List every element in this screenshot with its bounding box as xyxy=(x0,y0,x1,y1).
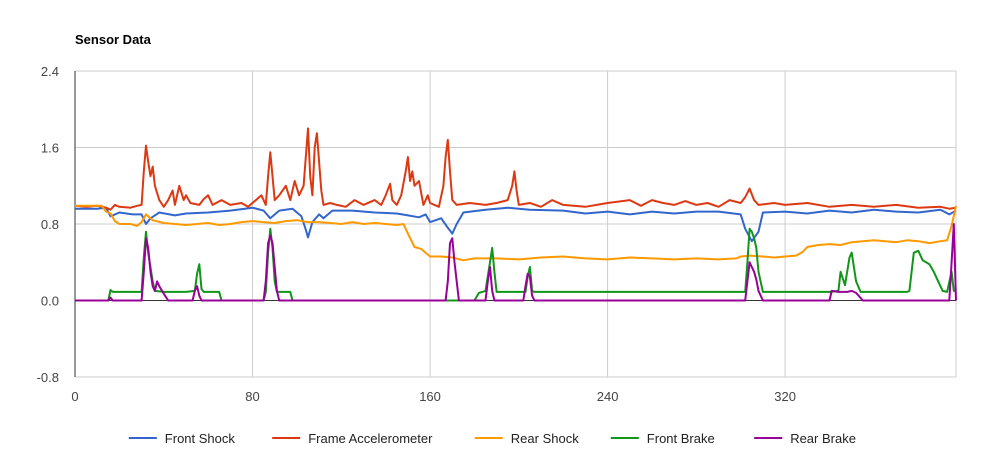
legend-label-front-brake: Front Brake xyxy=(647,431,715,446)
y-tick-label: -0.8 xyxy=(37,370,59,385)
legend: Front Shock Frame Accelerometer Rear Shock… xyxy=(128,431,856,446)
tick-labels: 2.4 1.6 0.8 0.0 -0.8 0 80 160 240 320 xyxy=(37,64,796,404)
chart-title: Sensor Data xyxy=(75,32,152,47)
y-tick-label: 2.4 xyxy=(41,64,59,79)
series-line-frame-accelerometer xyxy=(74,127,957,211)
series-line-rear-shock xyxy=(75,204,957,262)
y-tick-label: 0.0 xyxy=(41,294,59,309)
x-tick-label: 320 xyxy=(774,389,796,404)
legend-label-rear-brake: Rear Brake xyxy=(790,431,856,446)
y-tick-label: 0.8 xyxy=(41,217,59,232)
series-lines xyxy=(74,127,957,302)
series-line-front-brake xyxy=(75,227,956,302)
series-line-front-shock xyxy=(75,206,957,243)
y-tick-label: 1.6 xyxy=(41,141,59,156)
x-tick-label: 160 xyxy=(419,389,441,404)
legend-label-front-shock: Front Shock xyxy=(165,431,236,446)
x-tick-label: 240 xyxy=(597,389,619,404)
x-tick-label: 80 xyxy=(245,389,259,404)
legend-label-frame-accelerometer: Frame Accelerometer xyxy=(308,431,433,446)
series-line-rear-brake xyxy=(75,223,957,302)
legend-label-rear-shock: Rear Shock xyxy=(511,431,579,446)
x-tick-label: 0 xyxy=(71,389,78,404)
